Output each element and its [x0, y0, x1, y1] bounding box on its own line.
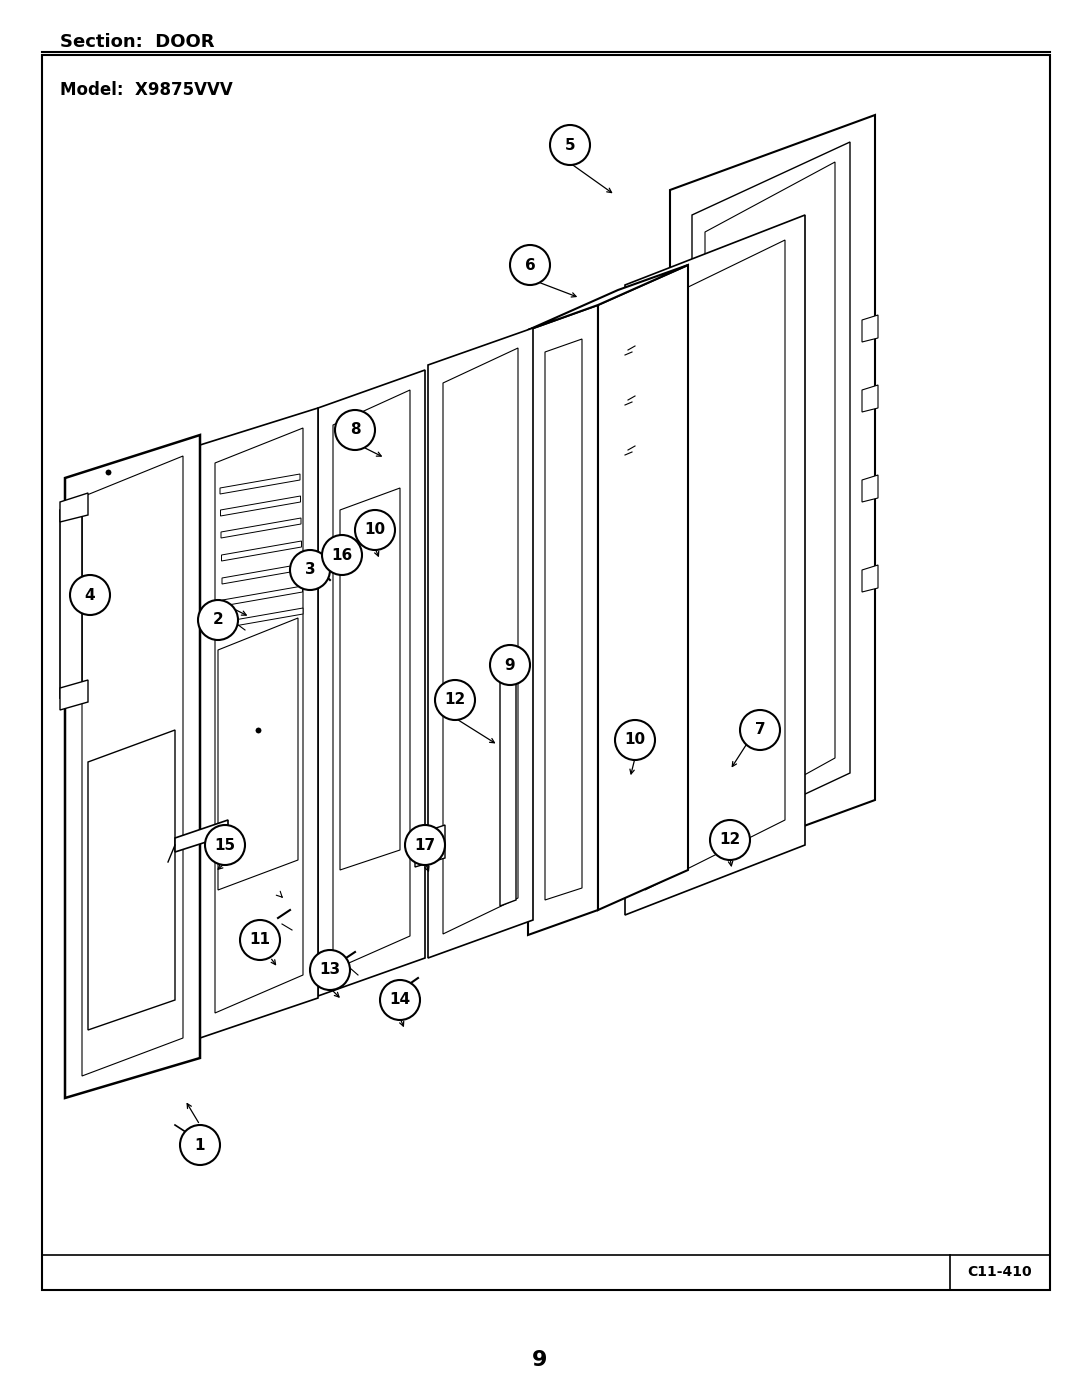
Text: 2: 2: [213, 612, 224, 627]
Text: 11: 11: [249, 933, 270, 947]
Polygon shape: [218, 617, 298, 890]
Polygon shape: [645, 240, 785, 890]
Polygon shape: [545, 339, 582, 900]
Polygon shape: [175, 820, 228, 852]
Text: C11-410: C11-410: [968, 1266, 1032, 1280]
Circle shape: [435, 680, 475, 719]
Polygon shape: [65, 434, 200, 1098]
Circle shape: [198, 599, 238, 640]
Text: 9: 9: [504, 658, 515, 672]
Circle shape: [291, 550, 330, 590]
Polygon shape: [333, 390, 410, 970]
Circle shape: [710, 820, 750, 861]
Text: 15: 15: [215, 837, 235, 852]
Polygon shape: [705, 162, 835, 830]
Circle shape: [70, 576, 110, 615]
Polygon shape: [862, 386, 878, 412]
Text: 1: 1: [194, 1137, 205, 1153]
Text: Section:  DOOR: Section: DOOR: [60, 34, 215, 52]
Text: 4: 4: [84, 588, 95, 602]
Polygon shape: [222, 564, 302, 584]
Text: 10: 10: [624, 732, 646, 747]
Polygon shape: [215, 427, 303, 1013]
Circle shape: [180, 1125, 220, 1165]
Circle shape: [615, 719, 654, 760]
Text: 14: 14: [390, 992, 410, 1007]
Polygon shape: [428, 328, 534, 958]
Polygon shape: [625, 215, 805, 915]
Polygon shape: [528, 305, 598, 935]
Text: 12: 12: [719, 833, 741, 848]
Polygon shape: [340, 488, 400, 870]
Polygon shape: [60, 502, 82, 698]
Polygon shape: [528, 265, 688, 330]
Polygon shape: [318, 370, 426, 996]
Text: Model:  X9875VVV: Model: X9875VVV: [60, 81, 233, 99]
Text: 8: 8: [350, 422, 361, 437]
Polygon shape: [60, 680, 87, 710]
Circle shape: [490, 645, 530, 685]
Polygon shape: [862, 314, 878, 342]
Text: 13: 13: [320, 963, 340, 978]
Polygon shape: [415, 826, 445, 868]
Polygon shape: [500, 652, 516, 907]
Text: 9: 9: [532, 1350, 548, 1370]
Polygon shape: [82, 455, 183, 1076]
Text: 5: 5: [565, 137, 576, 152]
Circle shape: [310, 950, 350, 990]
Text: 16: 16: [332, 548, 353, 563]
Polygon shape: [862, 564, 878, 592]
Polygon shape: [862, 475, 878, 502]
Polygon shape: [692, 142, 850, 847]
Circle shape: [510, 244, 550, 285]
Circle shape: [205, 826, 245, 865]
Circle shape: [355, 510, 395, 550]
Circle shape: [550, 124, 590, 165]
Circle shape: [335, 409, 375, 450]
Text: 17: 17: [415, 837, 435, 852]
Text: 12: 12: [444, 693, 465, 707]
Text: 3: 3: [305, 563, 315, 577]
Circle shape: [240, 921, 280, 960]
Circle shape: [740, 710, 780, 750]
Text: 6: 6: [525, 257, 536, 272]
Circle shape: [405, 826, 445, 865]
Text: 7: 7: [755, 722, 766, 738]
Polygon shape: [60, 493, 87, 522]
Polygon shape: [670, 115, 875, 875]
Polygon shape: [221, 541, 301, 562]
Polygon shape: [87, 731, 175, 1030]
Polygon shape: [220, 496, 300, 515]
Polygon shape: [443, 348, 518, 935]
Polygon shape: [220, 474, 300, 495]
Circle shape: [380, 981, 420, 1020]
Text: 10: 10: [364, 522, 386, 538]
Circle shape: [322, 535, 362, 576]
Polygon shape: [222, 608, 303, 629]
Polygon shape: [598, 265, 688, 909]
Bar: [42, 54, 1050, 1289]
Polygon shape: [200, 408, 318, 1038]
Polygon shape: [222, 585, 302, 606]
Polygon shape: [221, 518, 301, 538]
